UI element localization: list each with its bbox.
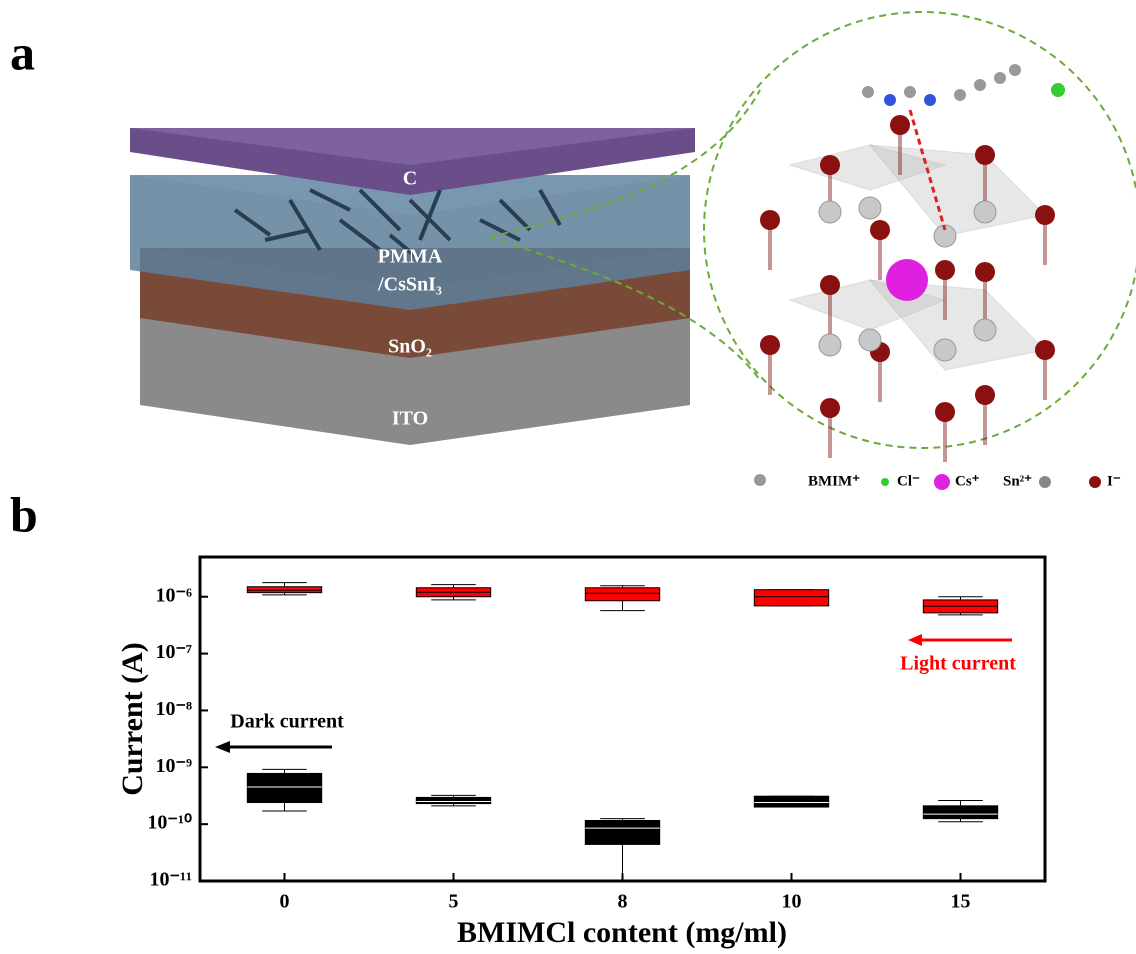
layer-label: C xyxy=(403,168,417,190)
x-tick-label: 8 xyxy=(618,891,628,913)
box xyxy=(754,590,828,606)
annotation: Dark current xyxy=(230,711,344,733)
iodide-atom xyxy=(760,335,780,355)
layer-label: ITO xyxy=(392,408,428,430)
iodide-atom xyxy=(1035,340,1055,360)
annotation: Light current xyxy=(900,653,1016,675)
x-tick-label: 10 xyxy=(782,891,802,913)
iodide-atom xyxy=(975,262,995,282)
bmim-atom xyxy=(974,79,986,91)
iodide-atom xyxy=(935,402,955,422)
tin-atom xyxy=(819,201,841,223)
legend-label: Cs⁺ xyxy=(955,473,980,489)
x-axis-title: BMIMCl content (mg/ml) xyxy=(457,916,787,949)
bmim-atom xyxy=(954,89,966,101)
layer-label: SnO₂ xyxy=(388,336,432,358)
box xyxy=(247,773,321,802)
panel-label: b xyxy=(10,486,38,542)
y-tick-label: 10⁻⁸ xyxy=(155,698,192,720)
octahedron xyxy=(870,145,1045,236)
bmim-atom xyxy=(862,86,874,98)
bmim-atom xyxy=(1009,64,1021,76)
y-tick-label: 10⁻⁷ xyxy=(155,641,192,663)
box xyxy=(754,796,828,807)
tin-atom xyxy=(859,197,881,219)
box xyxy=(585,588,659,601)
x-tick-label: 5 xyxy=(449,891,459,913)
x-tick-label: 15 xyxy=(951,891,971,913)
iodide-atom xyxy=(975,145,995,165)
legend-label: BMIM⁺ xyxy=(808,473,860,489)
iodide-atom xyxy=(870,220,890,240)
crystal-structure xyxy=(760,64,1065,462)
iodide-atom xyxy=(820,275,840,295)
bmim-atom xyxy=(994,72,1006,84)
legend-label: I⁻ xyxy=(1107,473,1121,489)
iodide-atom xyxy=(890,115,910,135)
y-tick-label: 10⁻¹¹ xyxy=(149,869,192,891)
x-tick-label: 0 xyxy=(280,891,290,913)
tin-atom xyxy=(974,319,996,341)
tin-atom xyxy=(974,201,996,223)
y-tick-label: 10⁻⁶ xyxy=(155,584,192,606)
layer-label: PMMA xyxy=(378,246,443,268)
chloride-atom xyxy=(1051,83,1065,97)
bmim-atom xyxy=(924,94,936,106)
panel-label: a xyxy=(10,24,35,80)
iodide-atom xyxy=(975,385,995,405)
y-tick-label: 10⁻⁹ xyxy=(155,755,192,777)
legend-label: Cl⁻ xyxy=(897,473,920,489)
legend-icons xyxy=(754,474,1101,490)
legend-label: Sn²⁺ xyxy=(1003,473,1032,489)
cesium-atom xyxy=(886,259,928,301)
figure: a C PMMA /CsSnI₃ SnO₂ ITO BMIM⁺ Cl⁻ Cs⁺ xyxy=(0,0,1136,954)
y-tick-label: 10⁻¹⁰ xyxy=(147,812,192,834)
box xyxy=(585,820,659,844)
box xyxy=(923,806,997,819)
layer-label: /CsSnI₃ xyxy=(377,274,442,296)
annotation-arrows xyxy=(215,634,1012,753)
tin-atom xyxy=(819,334,841,356)
bmim-atom xyxy=(904,86,916,98)
tin-atom xyxy=(934,339,956,361)
tin-atom xyxy=(859,329,881,351)
iodide-atom xyxy=(820,398,840,418)
box xyxy=(416,797,490,803)
box xyxy=(247,587,321,593)
bmim-atom xyxy=(884,94,896,106)
iodide-atom xyxy=(935,260,955,280)
y-axis-title: Current (A) xyxy=(116,642,149,796)
iodide-atom xyxy=(760,210,780,230)
iodide-atom xyxy=(1035,205,1055,225)
iodide-atom xyxy=(820,155,840,175)
